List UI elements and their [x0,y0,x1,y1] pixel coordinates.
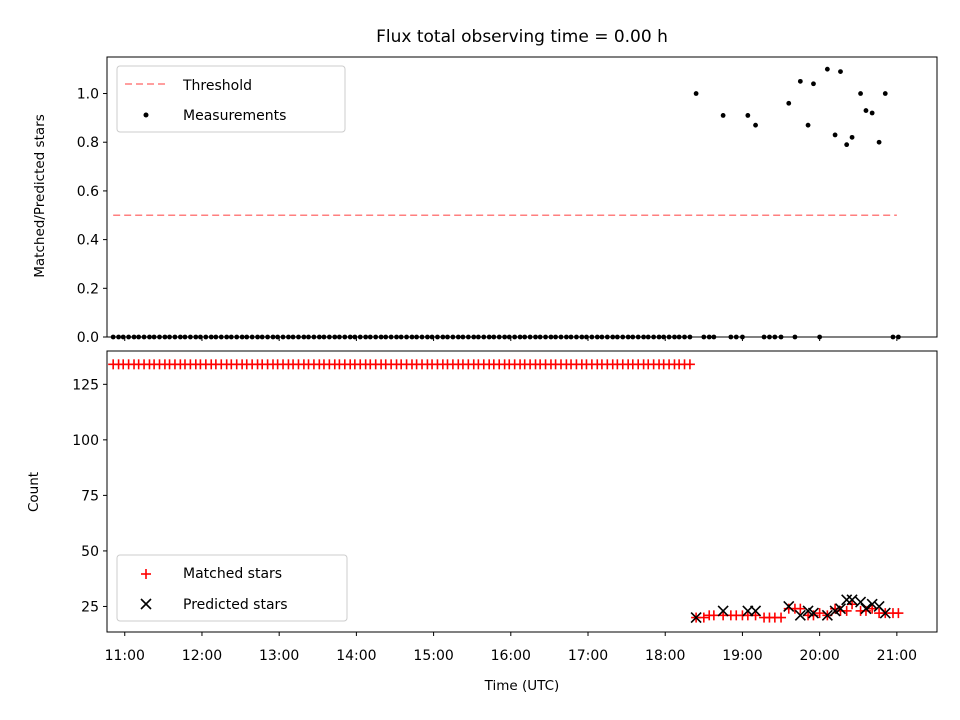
measurements-point [838,69,843,75]
top-legend: Threshold Measurements [116,65,346,133]
bottom-y-ticks: 25 50 75 100 125 [72,377,107,615]
measurements-point [844,142,850,148]
legend-predicted-swatch [140,598,152,610]
top-y-axis-label: Matched/Predicted stars [32,114,48,277]
xtick-label: 21:00 [877,648,917,664]
chart-title: Flux total observing time = 0.00 h [376,27,668,47]
predicted-stars-point [717,605,729,617]
measurements-point [720,113,726,118]
measurements-point [693,91,699,96]
xtick-label: 17:00 [568,648,608,664]
measurements-point [869,110,875,116]
legend-matched-swatch [141,569,151,579]
top-ytick-label: 0.8 [77,135,99,151]
predicted-stars-point [834,603,847,615]
predicted-stars-point [794,609,806,621]
top-panel: Flux total observing time = 0.00 h Match… [32,27,938,346]
xtick-label: 13:00 [259,648,299,664]
xtick-label: 16:00 [491,648,531,664]
xtick-label: 20:00 [799,648,839,664]
predicted-stars-point [749,605,762,617]
legend-measurements-label: Measurements [183,108,286,124]
predicted-stars-point [821,609,833,621]
xtick-label: 14:00 [336,648,376,664]
bottom-ytick-label: 100 [72,433,99,449]
bottom-y-axis-label: Count [26,472,42,512]
measurements-point [863,108,869,113]
top-axes-frame [106,56,938,338]
bottom-ytick-label: 25 [81,599,99,615]
bottom-ytick-label: 125 [72,377,99,393]
top-ytick-label: 0.4 [77,233,99,249]
top-ytick-label: 0.6 [77,184,99,200]
measurements-point [832,132,838,138]
predicted-stars-point [690,611,702,624]
xtick-label: 18:00 [645,648,685,664]
matched-stars-point [698,612,709,623]
bottom-axes-frame [106,350,938,633]
measurements-point [882,91,888,96]
measurements-point [786,100,792,106]
top-ytick-label: 0.2 [77,281,99,297]
matched-stars-point [893,608,904,619]
top-y-ticks: 0.0 0.2 0.4 0.6 0.8 1.0 [77,87,107,346]
bottom-ytick-label: 75 [81,488,99,504]
top-ytick-label: 0.0 [77,330,99,346]
top-legend-frame [116,65,346,133]
bottom-legend-frame [116,554,348,622]
xtick-label: 11:00 [105,648,145,664]
matched-stars-point [776,612,787,623]
measurements-point [805,122,811,128]
measurements-point [753,122,758,128]
legend-threshold-label: Threshold [182,78,252,94]
measurements-point [745,113,751,118]
predicted-stars-point [846,594,858,606]
measurements-point [858,91,863,96]
measurements-point [824,66,830,72]
measurements-point [811,81,816,87]
bottom-series [108,359,904,624]
predicted-stars-point [866,598,878,610]
xtick-label: 19:00 [722,648,762,664]
measurements-point [849,134,855,140]
bottom-legend: Matched stars Predicted stars [116,554,348,622]
legend-matched-label: Matched stars [183,566,282,582]
bottom-panel: Count Time (UTC) 25 50 75 100 125 11:00 12:00… [26,350,938,694]
matched-stars-point [684,359,695,370]
bottom-x-ticks: 11:00 12:00 13:00 14:00 15:00 16:00 17:00 18:00… [105,632,917,664]
legend-measurements-swatch [143,112,149,118]
legend-predicted-label: Predicted stars [183,597,288,613]
xtick-label: 12:00 [182,648,222,664]
matched-stars-point [795,603,806,614]
x-axis-label: Time (UTC) [484,678,560,694]
predicted-stars-point [860,603,872,615]
xtick-label: 15:00 [413,648,453,664]
matched-stars-point [708,610,719,621]
predicted-stars-point [879,607,891,619]
top-ytick-label: 1.0 [77,87,99,103]
predicted-stars-point [841,594,853,606]
matched-stars-point [814,608,825,619]
predicted-stars-point [783,600,795,613]
predicted-stars-point [854,596,867,608]
measurements-point [876,139,882,145]
predicted-stars-point [807,607,820,619]
measurements-point [797,78,803,84]
bottom-ytick-label: 50 [81,544,99,560]
